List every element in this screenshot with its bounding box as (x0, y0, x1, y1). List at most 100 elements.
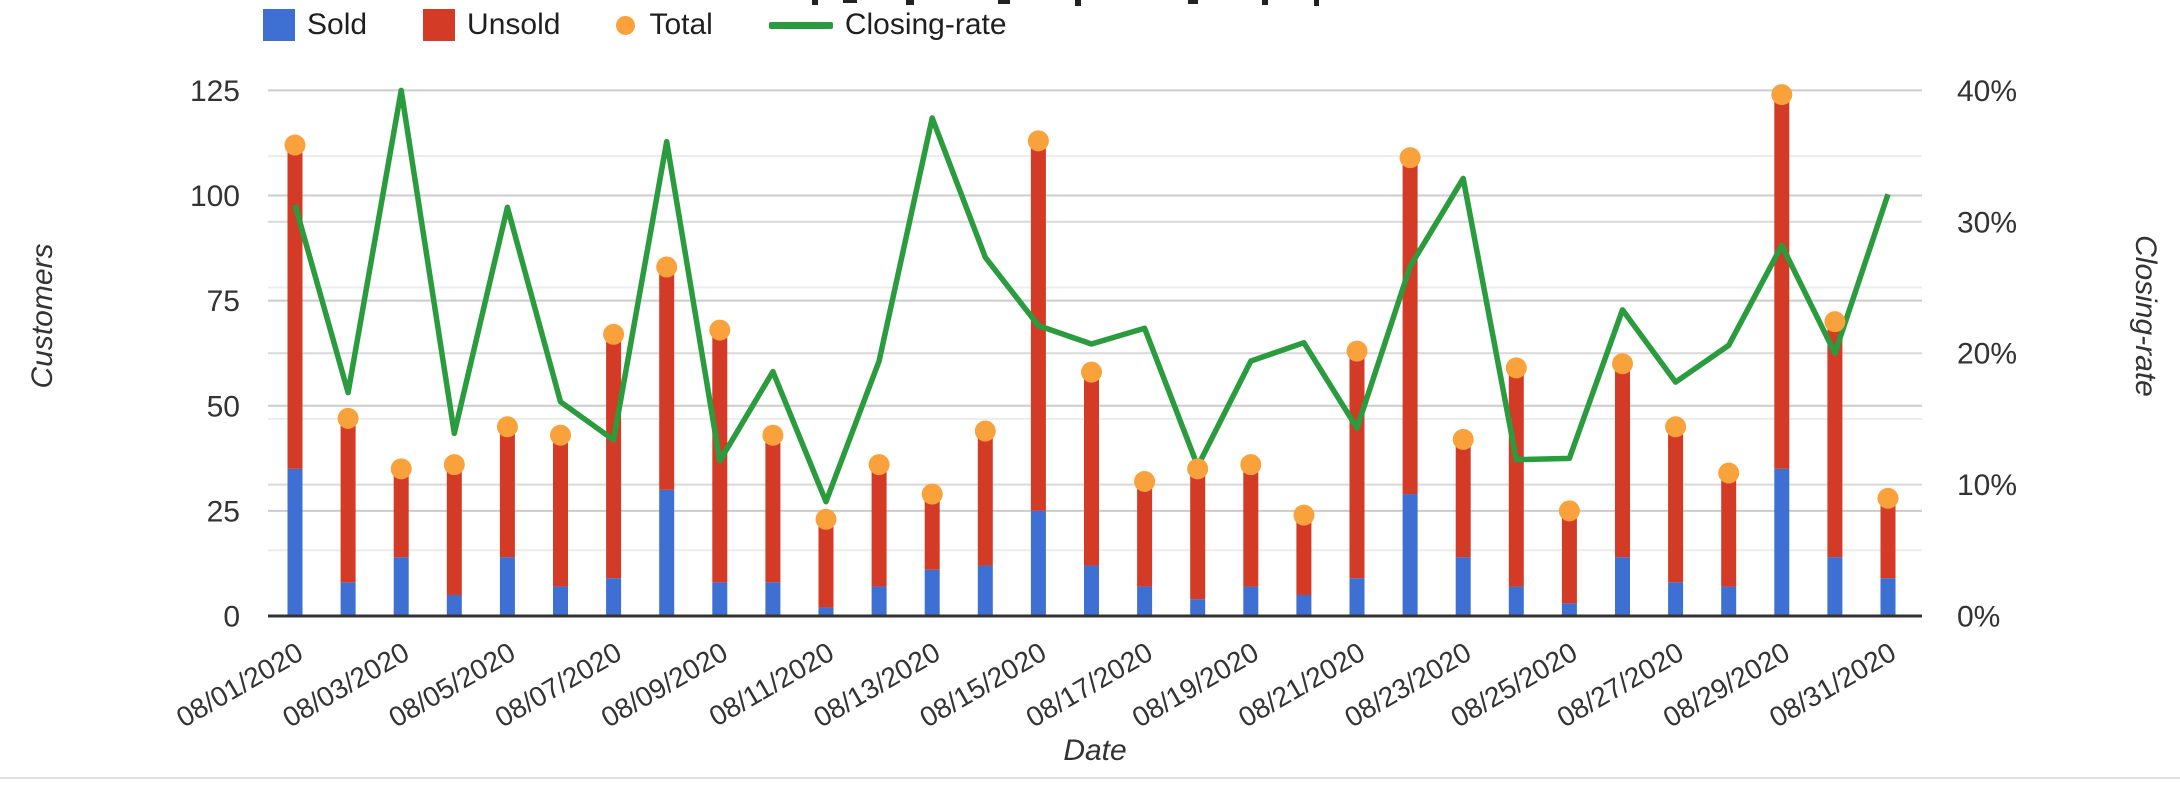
total-dot[interactable] (443, 454, 465, 476)
bar-unsold[interactable] (1827, 321, 1843, 558)
bar-sold[interactable] (340, 582, 356, 616)
bar-sold[interactable] (393, 557, 409, 616)
bar-sold[interactable] (287, 468, 303, 616)
total-dot[interactable] (974, 420, 996, 442)
bar-sold[interactable] (1827, 557, 1843, 616)
bar-unsold[interactable] (1296, 515, 1312, 595)
total-dot[interactable] (1081, 361, 1102, 383)
legend-label-total: Total (649, 8, 713, 41)
total-dot[interactable] (550, 424, 571, 446)
bar-unsold[interactable] (1561, 510, 1577, 604)
total-dot[interactable] (1718, 462, 1740, 484)
bar-sold[interactable] (1880, 578, 1896, 616)
total-dot[interactable] (1293, 504, 1315, 526)
legend-item-sold[interactable]: Sold (263, 8, 367, 42)
bar-sold[interactable] (1030, 510, 1046, 616)
total-dot[interactable] (656, 256, 678, 278)
bar-unsold[interactable] (1084, 372, 1099, 566)
bar-sold[interactable] (499, 557, 515, 616)
bar-unsold[interactable] (1349, 351, 1365, 579)
bar-sold[interactable] (446, 594, 462, 616)
legend-item-closing-rate[interactable]: Closing-rate (768, 8, 1007, 42)
total-dot[interactable] (1027, 130, 1049, 152)
bar-unsold[interactable] (1243, 464, 1259, 587)
total-dot[interactable] (1187, 458, 1209, 480)
total-dot[interactable] (603, 323, 625, 345)
total-dot[interactable] (1771, 84, 1793, 106)
bar-unsold[interactable] (1774, 94, 1790, 469)
total-dots[interactable] (284, 84, 1899, 530)
total-dot[interactable] (496, 416, 518, 438)
bar-sold[interactable] (1349, 578, 1365, 616)
bar-sold[interactable] (1561, 603, 1577, 616)
bar-unsold[interactable] (446, 464, 462, 595)
legend-item-unsold[interactable]: Unsold (423, 8, 560, 42)
bar-sold[interactable] (659, 489, 675, 616)
total-dot[interactable] (1134, 470, 1156, 492)
total-dot[interactable] (337, 407, 359, 429)
bar-unsold[interactable] (924, 494, 940, 570)
bar-unsold[interactable] (499, 426, 515, 558)
total-dot[interactable] (762, 424, 784, 446)
total-dot[interactable] (1399, 147, 1421, 169)
bar-unsold[interactable] (287, 145, 303, 469)
bar-unsold[interactable] (1615, 363, 1630, 558)
total-dot[interactable] (921, 483, 943, 505)
bar-unsold[interactable] (1880, 498, 1896, 579)
bar-sold[interactable] (1508, 586, 1524, 616)
bar-sold[interactable] (1774, 468, 1790, 616)
bar-sold[interactable] (1137, 586, 1153, 616)
bar-sold[interactable] (1296, 594, 1312, 616)
legend-item-total[interactable]: Total (616, 8, 713, 42)
bar-sold[interactable] (606, 578, 622, 616)
bar-sold[interactable] (1615, 557, 1630, 616)
bar-sold[interactable] (1243, 586, 1259, 616)
total-dot[interactable] (1824, 311, 1846, 333)
bar-unsold[interactable] (871, 464, 887, 587)
bar-unsold[interactable] (977, 430, 993, 566)
total-dot[interactable] (709, 319, 731, 341)
bar-unsold[interactable] (765, 435, 781, 583)
bar-unsold[interactable] (1508, 367, 1524, 587)
total-dot[interactable] (390, 458, 412, 480)
bar-sold[interactable] (1084, 565, 1099, 616)
bar-sold[interactable] (977, 565, 993, 616)
total-dot[interactable] (1346, 340, 1368, 362)
bar-unsold[interactable] (659, 267, 675, 490)
bar-sold[interactable] (765, 582, 781, 616)
bar-unsold[interactable] (1721, 473, 1737, 587)
bar-sold[interactable] (1721, 586, 1737, 616)
bar-sold[interactable] (1455, 557, 1471, 616)
total-dot[interactable] (1665, 416, 1687, 438)
bar-sold[interactable] (924, 569, 940, 616)
bar-unsold[interactable] (340, 418, 356, 583)
total-dot[interactable] (868, 454, 890, 476)
stacked-bars[interactable] (287, 94, 1896, 616)
bar-unsold[interactable] (818, 519, 834, 608)
bar-unsold[interactable] (1668, 426, 1684, 583)
total-dot[interactable] (1612, 353, 1633, 375)
bar-unsold[interactable] (1190, 468, 1206, 600)
bar-sold[interactable] (871, 586, 887, 616)
total-dot[interactable] (815, 508, 837, 530)
bar-sold[interactable] (1190, 599, 1206, 616)
bar-unsold[interactable] (393, 468, 409, 558)
bar-sold[interactable] (818, 607, 834, 616)
total-dot[interactable] (284, 134, 306, 156)
bar-unsold[interactable] (1455, 439, 1471, 558)
closing-rate-polyline[interactable] (292, 87, 1891, 505)
total-dot[interactable] (1558, 500, 1580, 522)
total-dot[interactable] (1877, 487, 1899, 509)
total-dot[interactable] (1240, 454, 1262, 476)
bar-unsold[interactable] (606, 334, 622, 579)
bar-unsold[interactable] (553, 435, 568, 587)
bar-unsold[interactable] (1402, 157, 1418, 495)
closing-rate-line[interactable] (292, 87, 1891, 505)
bar-sold[interactable] (1402, 494, 1418, 616)
total-dot[interactable] (1452, 428, 1474, 450)
bar-unsold[interactable] (1137, 481, 1153, 587)
bar-sold[interactable] (712, 582, 728, 616)
bar-sold[interactable] (1668, 582, 1684, 616)
bar-sold[interactable] (553, 586, 568, 616)
total-dot[interactable] (1505, 357, 1527, 379)
